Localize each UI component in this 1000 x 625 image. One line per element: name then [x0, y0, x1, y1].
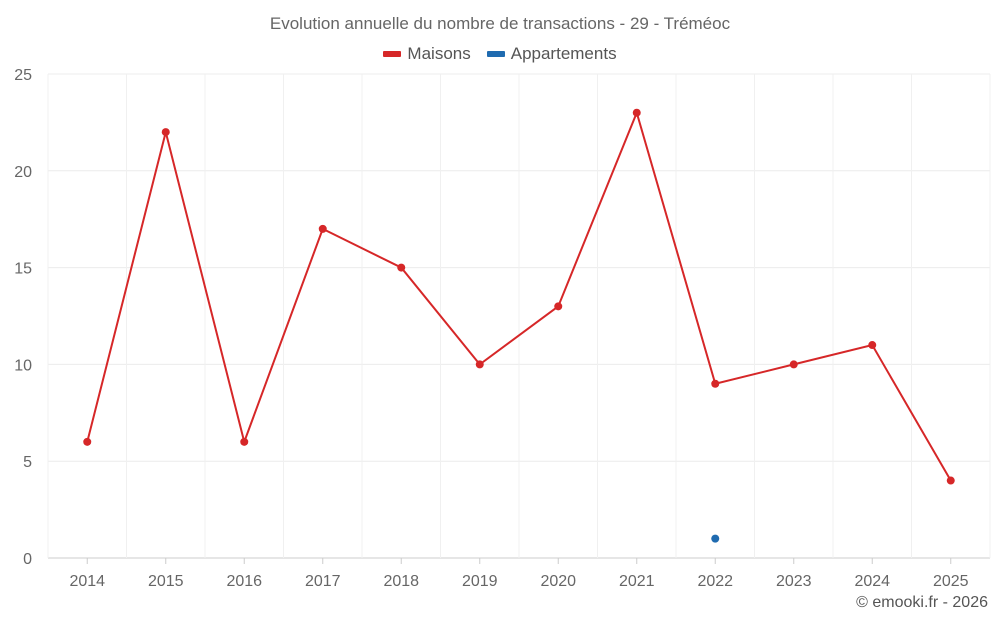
legend-swatch-maisons — [383, 51, 402, 57]
legend-label-appartements: Appartements — [510, 44, 617, 63]
data-point-maisons-2025[interactable] — [946, 476, 955, 485]
data-point-maisons-2022[interactable] — [711, 379, 720, 388]
y-tick-label: 15 — [14, 261, 32, 278]
chart-title: Evolution annuelle du nombre de transact… — [269, 14, 731, 33]
x-tick-label-2019: 2019 — [462, 573, 498, 590]
series-line-maisons — [86, 109, 952, 482]
y-tick-label: 25 — [14, 67, 32, 84]
data-point-maisons-2016[interactable] — [240, 437, 249, 446]
y-tick-label: 5 — [23, 454, 32, 471]
x-tick-label-2017: 2017 — [305, 573, 341, 590]
x-tick-label-2021: 2021 — [619, 573, 655, 590]
data-point-maisons-2023[interactable] — [789, 360, 798, 369]
data-point-maisons-2017[interactable] — [318, 224, 327, 233]
credit-text: © emooki.fr - 2026 — [856, 594, 988, 611]
data-point-maisons-2018[interactable] — [397, 263, 406, 272]
data-point-appartements-2022[interactable] — [711, 534, 720, 543]
data-point-maisons-2015[interactable] — [161, 128, 170, 137]
x-tick-label-2016: 2016 — [226, 573, 262, 590]
legend-item-appartements[interactable]: Appartements — [486, 44, 617, 64]
legend: Maisons Appartements — [0, 44, 1000, 64]
legend-swatch-appartements — [486, 51, 505, 57]
x-tick-label-2014: 2014 — [69, 573, 105, 590]
data-point-maisons-2019[interactable] — [475, 360, 484, 369]
data-point-maisons-2024[interactable] — [868, 341, 877, 350]
x-tick-label-2020: 2020 — [540, 573, 576, 590]
x-tick-label-2015: 2015 — [148, 573, 184, 590]
data-point-maisons-2021[interactable] — [632, 108, 641, 117]
data-point-maisons-2014[interactable] — [83, 437, 92, 446]
y-tick-label: 0 — [23, 551, 32, 568]
grid-lines — [47, 73, 991, 559]
legend-item-maisons[interactable]: Maisons — [383, 44, 471, 64]
x-tick-label-2023: 2023 — [776, 573, 812, 590]
x-tick-label-2018: 2018 — [383, 573, 419, 590]
x-tick-label-2025: 2025 — [933, 573, 969, 590]
x-tick-label-2024: 2024 — [854, 573, 890, 590]
data-point-maisons-2020[interactable] — [554, 302, 563, 311]
series-layer — [83, 108, 955, 543]
y-tick-label: 20 — [14, 164, 32, 181]
legend-label-maisons: Maisons — [407, 44, 471, 63]
y-tick-label: 10 — [14, 357, 32, 374]
x-tick-label-2022: 2022 — [697, 573, 733, 590]
